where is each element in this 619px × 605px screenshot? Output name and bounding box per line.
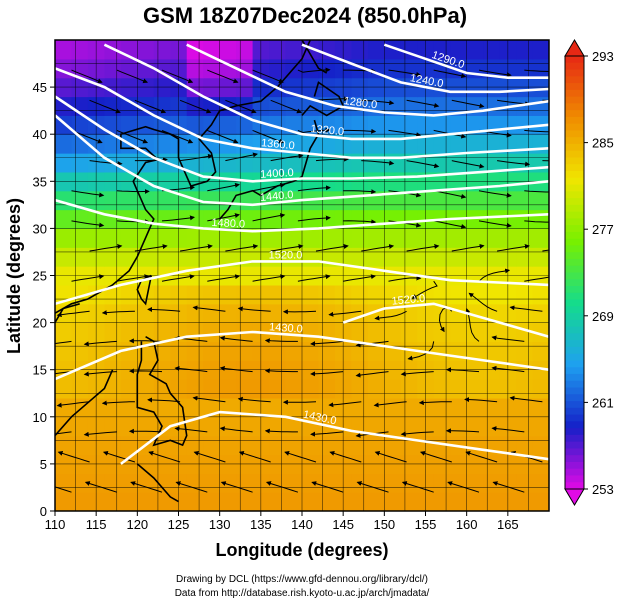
x-tick-label: 155	[415, 517, 437, 532]
contour-label: 1480.0	[211, 217, 245, 231]
x-tick-label: 150	[373, 517, 395, 532]
colorbar-tick-label: 277	[592, 222, 614, 237]
colorbar-min-arrow	[564, 488, 585, 506]
contour-label: 1520.0	[391, 293, 426, 308]
contour-label: 1280.0	[343, 95, 378, 111]
y-tick-label: 40	[33, 127, 47, 142]
contour-label: 1440.0	[259, 189, 294, 204]
x-tick-label: 110	[45, 517, 66, 532]
plot-area: 1290.01240.01280.01320.01360.01400.01440…	[54, 39, 550, 512]
y-tick-label: 45	[33, 80, 47, 95]
y-axis: 0 5 10 15 20 25 30 35 40 45	[33, 80, 55, 519]
contour-label: 1360.0	[261, 137, 296, 152]
x-tick-label: 145	[332, 517, 354, 532]
contour-label: 1400.0	[260, 167, 294, 181]
contour-label: 1520.0	[269, 249, 303, 261]
contour-label: 1430.0	[269, 321, 303, 335]
colorbar-tick-label: 269	[592, 309, 614, 324]
footer-credit-dcl: Drawing by DCL (https://www.gfd-dennou.o…	[176, 574, 428, 585]
colorbar: 293 285 277 269 261 253	[564, 39, 614, 506]
x-tick-label: 165	[497, 517, 519, 532]
x-axis-label: Longitude (degrees)	[215, 540, 388, 560]
colorbar-tick-label: 293	[592, 49, 614, 64]
y-tick-label: 35	[33, 174, 47, 189]
x-tick-label: 115	[86, 517, 107, 532]
y-tick-label: 25	[33, 269, 47, 284]
y-tick-label: 10	[33, 410, 47, 425]
x-axis: 110 115 120 125 130 135 140 145 150 155 160 165	[45, 511, 519, 532]
chart-title: GSM 18Z07Dec2024 (850.0hPa)	[143, 3, 467, 28]
y-tick-label: 30	[33, 221, 47, 236]
y-tick-label: 0	[40, 504, 47, 519]
contour-label: 1320.0	[310, 123, 345, 138]
colorbar-tick-label: 261	[592, 395, 614, 410]
colorbar-max-arrow	[564, 39, 585, 57]
x-tick-label: 135	[250, 517, 272, 532]
x-tick-label: 160	[456, 517, 478, 532]
y-tick-label: 15	[33, 363, 47, 378]
footer-credit-data: Data from http://database.rish.kyoto-u.a…	[175, 588, 430, 599]
colorbar-tick-label: 253	[592, 482, 614, 497]
x-tick-label: 140	[291, 517, 313, 532]
y-axis-label: Latitude (degrees)	[4, 198, 24, 354]
y-tick-label: 5	[40, 457, 47, 472]
y-tick-label: 20	[33, 316, 47, 331]
x-tick-label: 125	[168, 517, 190, 532]
colorbar-tick-label: 285	[592, 136, 614, 151]
x-tick-label: 130	[209, 517, 231, 532]
x-tick-label: 120	[126, 517, 148, 532]
